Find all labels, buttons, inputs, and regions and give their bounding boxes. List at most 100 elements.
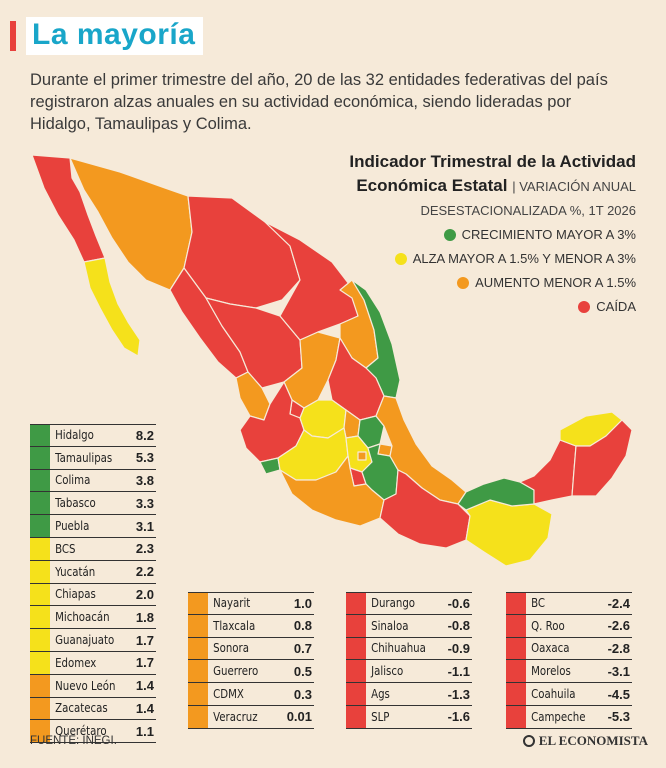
state-value: 3.1 — [135, 518, 154, 534]
state-value: -4.5 — [607, 686, 630, 702]
state-value: 1.8 — [135, 609, 154, 625]
title-block: La mayoría — [10, 17, 204, 55]
category-swatch — [30, 560, 50, 583]
state-name: CDMX — [213, 687, 244, 702]
state-value: 2.0 — [135, 586, 154, 602]
category-swatch — [30, 606, 50, 629]
state-name: SLP — [371, 709, 390, 724]
legend-title-line2-wrap: Económica Estatal | VARIACIÓN ANUAL — [349, 174, 636, 199]
state-value: 3.3 — [135, 495, 154, 511]
state-name: Campeche — [531, 709, 586, 724]
state-name: BC — [531, 596, 546, 611]
state-name: Nayarit — [213, 596, 251, 611]
state-name: Oaxaca — [531, 641, 570, 656]
category-swatch — [506, 705, 526, 728]
state-value: 1.7 — [135, 655, 154, 671]
state-name: Nuevo León — [55, 678, 116, 693]
table-row: Ags -1.3 — [346, 683, 472, 706]
state-name: Colima — [55, 473, 91, 488]
table-row: Durango -0.6 — [346, 592, 472, 615]
table-row: Hidalgo 8.2 — [30, 424, 156, 447]
source-note: FUENTE: INEGI. — [30, 735, 117, 747]
category-swatch — [30, 697, 50, 720]
table-row: Michoacán 1.8 — [30, 606, 156, 630]
category-swatch — [188, 660, 208, 683]
state-name: Edomex — [55, 655, 97, 670]
brand-logo-icon — [522, 735, 535, 747]
state-qroo — [571, 419, 633, 497]
table-row: Oaxaca -2.8 — [506, 637, 632, 661]
state-value: 1.1 — [135, 723, 154, 739]
state-value: -1.6 — [447, 709, 470, 725]
map-legend: Indicador Trimestral de la Actividad Eco… — [349, 150, 636, 319]
table-row: Veracruz 0.01 — [188, 705, 314, 729]
category-swatch — [30, 720, 50, 743]
table-row: Campeche -5.3 — [506, 705, 632, 729]
legend-dot-green — [443, 229, 456, 241]
state-name: Querétaro — [55, 724, 107, 739]
state-name: Yucatán — [55, 564, 96, 579]
state-chiapas — [465, 499, 553, 567]
state-value: -0.9 — [447, 640, 470, 656]
legend-item-green: CRECIMIENTO MAYOR A 3% — [349, 223, 636, 247]
title-box: La mayoría — [26, 17, 204, 55]
table-row: Yucatán 2.2 — [30, 560, 156, 584]
legend-dot-orange — [457, 277, 470, 289]
category-swatch — [346, 614, 366, 637]
category-swatch — [346, 593, 366, 614]
state-guerrero — [279, 455, 385, 527]
legend-label-red: CAÍDA — [596, 299, 636, 314]
state-value: -2.8 — [607, 640, 630, 656]
table-row: Querétaro 1.1 — [30, 720, 156, 744]
table-row: Nuevo León 1.4 — [30, 674, 156, 698]
category-swatch — [188, 593, 208, 614]
state-value: 0.7 — [293, 640, 312, 656]
legend-title-line2: Económica Estatal — [356, 176, 508, 195]
state-value: 2.2 — [135, 564, 154, 580]
state-value: 0.01 — [286, 709, 312, 725]
category-swatch — [346, 637, 366, 660]
state-name: Guanajuato — [55, 633, 115, 648]
state-name: Michoacán — [55, 610, 110, 625]
state-value: 1.7 — [135, 632, 154, 648]
brand-logo: EL ECONOMISTA — [522, 733, 648, 749]
table-row: SLP -1.6 — [346, 705, 472, 729]
state-value: -2.4 — [607, 595, 630, 611]
legend-label-green: CRECIMIENTO MAYOR A 3% — [461, 227, 636, 242]
table-row: BC -2.4 — [506, 592, 632, 615]
state-value: 0.8 — [293, 618, 312, 634]
state-value: 1.4 — [135, 678, 154, 694]
table-row: Chihuahua -0.9 — [346, 637, 472, 661]
table-row: Sinaloa -0.8 — [346, 614, 472, 638]
ranking-table-3: Durango -0.6 Sinaloa -0.8 Chihuahua -0.9 Jalis… — [346, 592, 472, 729]
state-name: Ags — [371, 687, 390, 702]
state-name: Chihuahua — [371, 641, 426, 656]
table-row: Coahuila -4.5 — [506, 683, 632, 706]
category-swatch — [30, 469, 50, 492]
state-name: Morelos — [531, 664, 571, 679]
intro-text: Durante el primer trimestre del año, 20 … — [30, 71, 608, 133]
table-row: Jalisco -1.1 — [346, 660, 472, 684]
legend-label-orange: AUMENTO MENOR A 1.5% — [475, 275, 636, 290]
state-name: Veracruz — [213, 709, 258, 724]
state-name: Guerrero — [213, 664, 259, 679]
state-value: -1.3 — [447, 686, 470, 702]
state-name: Durango — [371, 596, 416, 611]
title-accent-bar — [10, 21, 16, 51]
legend-item-yellow: ALZA MAYOR A 1.5% Y MENOR A 3% — [349, 247, 636, 271]
state-bc — [31, 154, 106, 263]
table-row: Puebla 3.1 — [30, 515, 156, 538]
table-row: Tlaxcala 0.8 — [188, 614, 314, 638]
category-swatch — [506, 593, 526, 614]
category-swatch — [506, 683, 526, 705]
category-swatch — [346, 683, 366, 705]
legend-subtitle-part2: DESESTACIONALIZADA %, 1T 2026 — [420, 203, 636, 218]
legend-dot-yellow — [394, 253, 407, 265]
state-name: BCS — [55, 541, 76, 556]
state-oaxaca — [379, 469, 471, 549]
legend-subtitle-part1: | VARIACIÓN ANUAL — [512, 179, 636, 194]
state-value: -2.6 — [607, 618, 630, 634]
table-row: Sonora 0.7 — [188, 637, 314, 661]
table-row: Guanajuato 1.7 — [30, 629, 156, 652]
